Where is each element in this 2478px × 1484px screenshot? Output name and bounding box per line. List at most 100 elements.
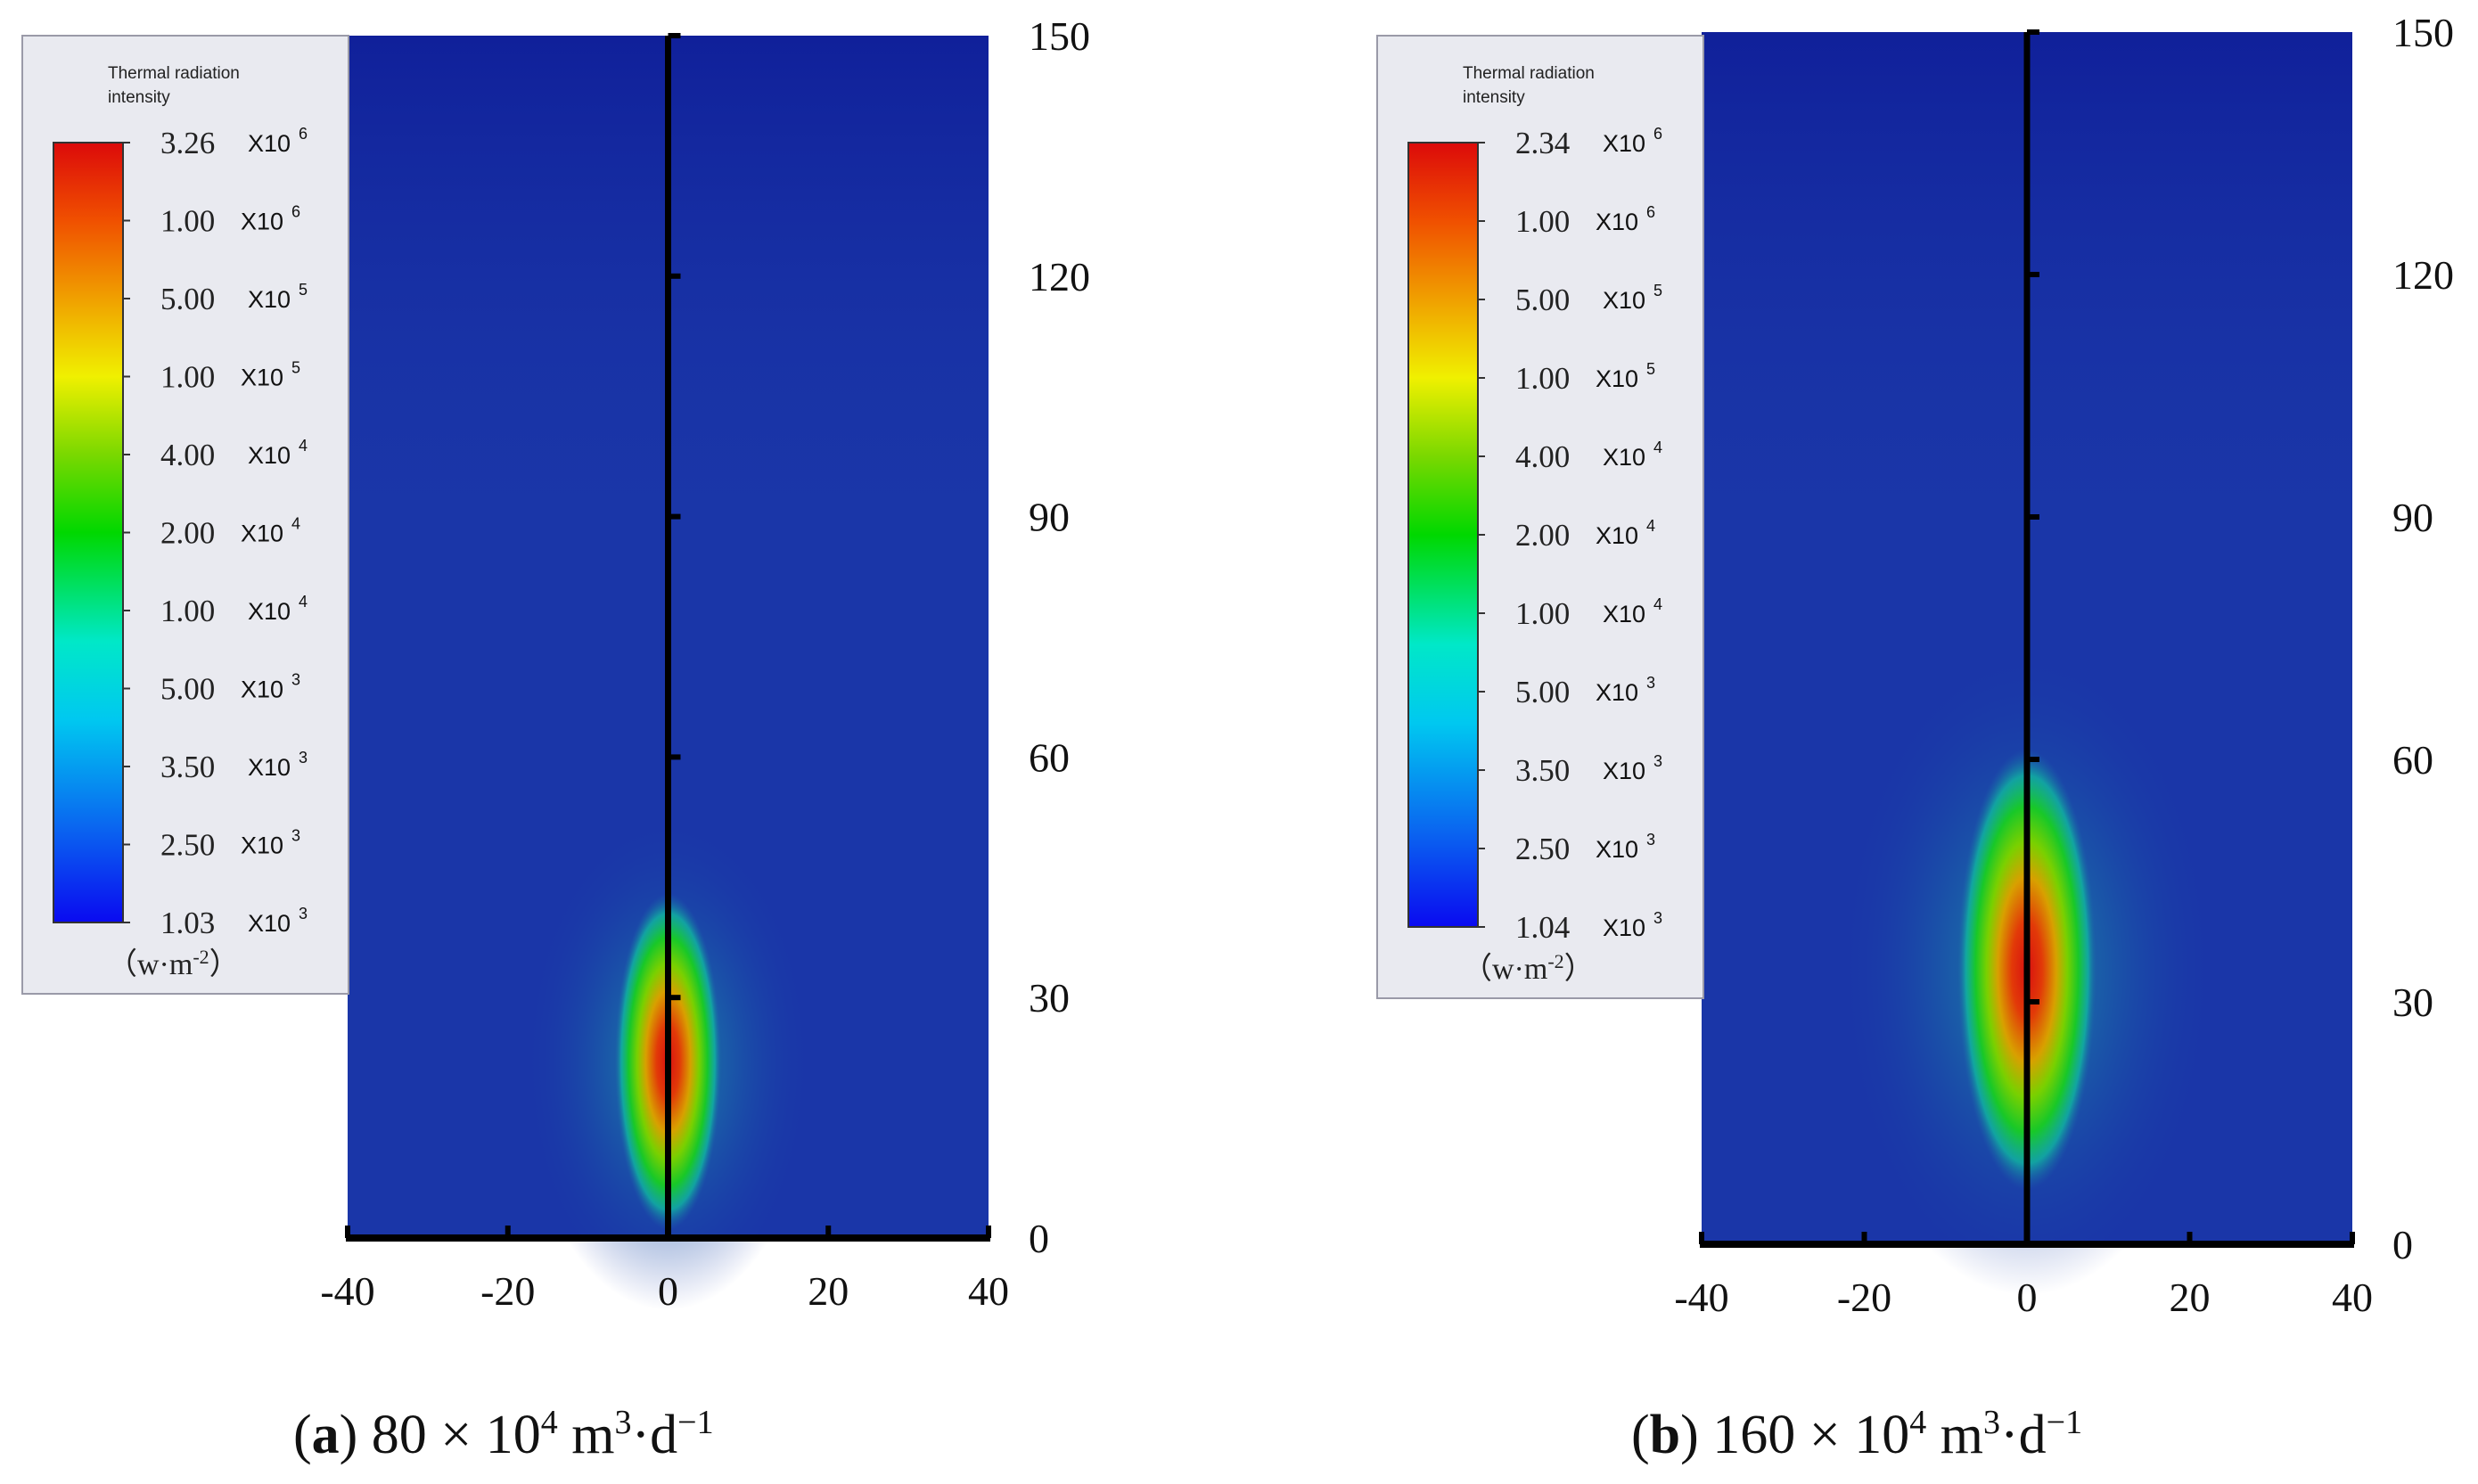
legend-multiplier: X10 [248, 286, 291, 313]
panel-caption: (a) 80 × 104 m3·d−1 [293, 1404, 714, 1465]
caption-letter: b [1650, 1405, 1680, 1465]
y-tick-label: 90 [2392, 495, 2433, 540]
legend-multiplier: X10 [241, 521, 283, 547]
caption-paren-open: ( [293, 1405, 312, 1465]
legend-multiplier: X10 [1596, 679, 1638, 706]
y-tick-label: 60 [1029, 734, 1070, 780]
legend-unit-text: （w·m [1462, 952, 1547, 986]
legend-exponent: 3 [299, 749, 308, 767]
caption-letter: a [312, 1405, 340, 1465]
legend-unit-close: ） [209, 947, 240, 981]
legend-title: intensity [108, 88, 170, 107]
caption-unit-m-exp: 3 [1983, 1404, 2000, 1441]
legend-title: Thermal radiation [1463, 64, 1595, 83]
panel-b: -40 -20 0 20 40 0 30 60 90 120 150 Thermal radiatio… [1376, 10, 2454, 1465]
legend-value: 3.50 [160, 750, 215, 784]
legend-value: 1.00 [1515, 361, 1570, 396]
legend-value: 1.00 [160, 360, 215, 395]
legend-value: 1.04 [1515, 910, 1570, 945]
x-tick-label: 20 [808, 1268, 849, 1314]
legend-multiplier: X10 [248, 442, 291, 469]
y-tick-label: 30 [1029, 975, 1070, 1021]
legend-unit-exp: -2 [1547, 950, 1563, 972]
x-tick-label: 40 [968, 1268, 1009, 1314]
legend-exponent: 5 [1653, 282, 1662, 299]
caption-unit-m: m [1926, 1405, 1983, 1465]
legend-multiplier: X10 [241, 365, 283, 391]
legend-unit-exp: -2 [193, 946, 209, 968]
legend-value: 2.00 [160, 516, 215, 551]
legend-value: 5.00 [1515, 675, 1570, 709]
legend-exponent: 5 [1646, 360, 1655, 378]
legend-exponent: 3 [291, 827, 300, 845]
legend-value: 3.50 [1515, 753, 1570, 788]
y-tick-label: 60 [2392, 737, 2433, 783]
x-tick-label: 0 [658, 1268, 678, 1314]
legend-exponent: 3 [1653, 909, 1662, 927]
color-scale-bar [53, 142, 124, 923]
x-tick-label: -20 [1837, 1275, 1891, 1320]
panel-caption: (b) 160 × 104 m3·d−1 [1631, 1404, 2082, 1465]
legend-multiplier: X10 [248, 754, 291, 781]
legend-multiplier: X10 [1596, 836, 1638, 863]
x-tick-label: 40 [2332, 1275, 2373, 1320]
legend-multiplier: X10 [1603, 914, 1645, 941]
y-tick-label: 150 [1029, 13, 1090, 59]
legend-exponent: 6 [291, 203, 300, 221]
color-scale-bar [1407, 142, 1479, 928]
caption-unit-d: ·d [2000, 1405, 2047, 1465]
legend-exponent: 5 [291, 359, 300, 377]
caption-unit-m-exp: 3 [615, 1404, 632, 1441]
legend-multiplier: X10 [248, 130, 291, 157]
legend-multiplier: X10 [1603, 130, 1645, 157]
legend-value: 2.34 [1515, 126, 1570, 160]
legend-exponent: 4 [1653, 439, 1662, 456]
legend-exponent: 6 [1653, 125, 1662, 143]
legend-multiplier: X10 [241, 832, 283, 859]
legend-value: 2.00 [1515, 518, 1570, 553]
legend-multiplier: X10 [241, 676, 283, 703]
legend-exponent: 4 [1646, 517, 1655, 535]
caption-exp: 4 [1909, 1404, 1926, 1441]
legend-value: 4.00 [160, 438, 215, 472]
legend-value: 2.50 [160, 828, 215, 863]
y-tick-label: 120 [2392, 252, 2454, 298]
caption-exp: 4 [541, 1404, 558, 1441]
legend-unit-text: （w·m [107, 947, 193, 981]
legend-exponent: 3 [1653, 752, 1662, 770]
legend-multiplier: X10 [1596, 209, 1638, 235]
legend-value: 4.00 [1515, 439, 1570, 474]
caption-paren-open: ( [1631, 1405, 1650, 1465]
y-tick-label: 30 [2392, 980, 2433, 1025]
legend-exponent: 5 [299, 281, 308, 299]
x-tick-label: -20 [480, 1268, 535, 1314]
x-tick-label: 20 [2170, 1275, 2211, 1320]
legend-exponent: 3 [299, 905, 308, 922]
y-tick-label: 0 [1029, 1216, 1049, 1261]
legend-exponent: 3 [1646, 674, 1655, 692]
legend-exponent: 4 [1653, 595, 1662, 613]
y-tick-label: 120 [1029, 254, 1090, 299]
legend-title: Thermal radiation [108, 64, 240, 83]
x-tick-label: -40 [320, 1268, 374, 1314]
legend-value: 3.26 [160, 126, 215, 160]
caption-unit-d-exp: −1 [2047, 1404, 2082, 1441]
legend-exponent: 4 [299, 437, 308, 455]
legend-multiplier: X10 [1603, 444, 1645, 471]
caption-unit-m: m [558, 1405, 615, 1465]
legend-exponent: 6 [1646, 203, 1655, 221]
caption-unit-d: ·d [632, 1405, 678, 1465]
panel-a: -40 -20 0 20 40 0 30 60 90 120 150 Thermal radiatio… [21, 13, 1090, 1465]
y-tick-label: 150 [2392, 10, 2454, 55]
legend-exponent: 3 [1646, 831, 1655, 849]
legend-exponent: 4 [291, 515, 300, 533]
legend-value: 1.00 [1515, 596, 1570, 631]
legend-unit: （w·m-2） [1462, 950, 1595, 986]
legend-exponent: 3 [291, 671, 300, 689]
caption-unit-d-exp: −1 [677, 1404, 713, 1441]
legend-unit: （w·m-2） [107, 946, 240, 981]
legend-value: 5.00 [160, 672, 215, 707]
legend-unit-close: ） [1564, 952, 1595, 986]
legend-multiplier: X10 [1603, 601, 1645, 627]
